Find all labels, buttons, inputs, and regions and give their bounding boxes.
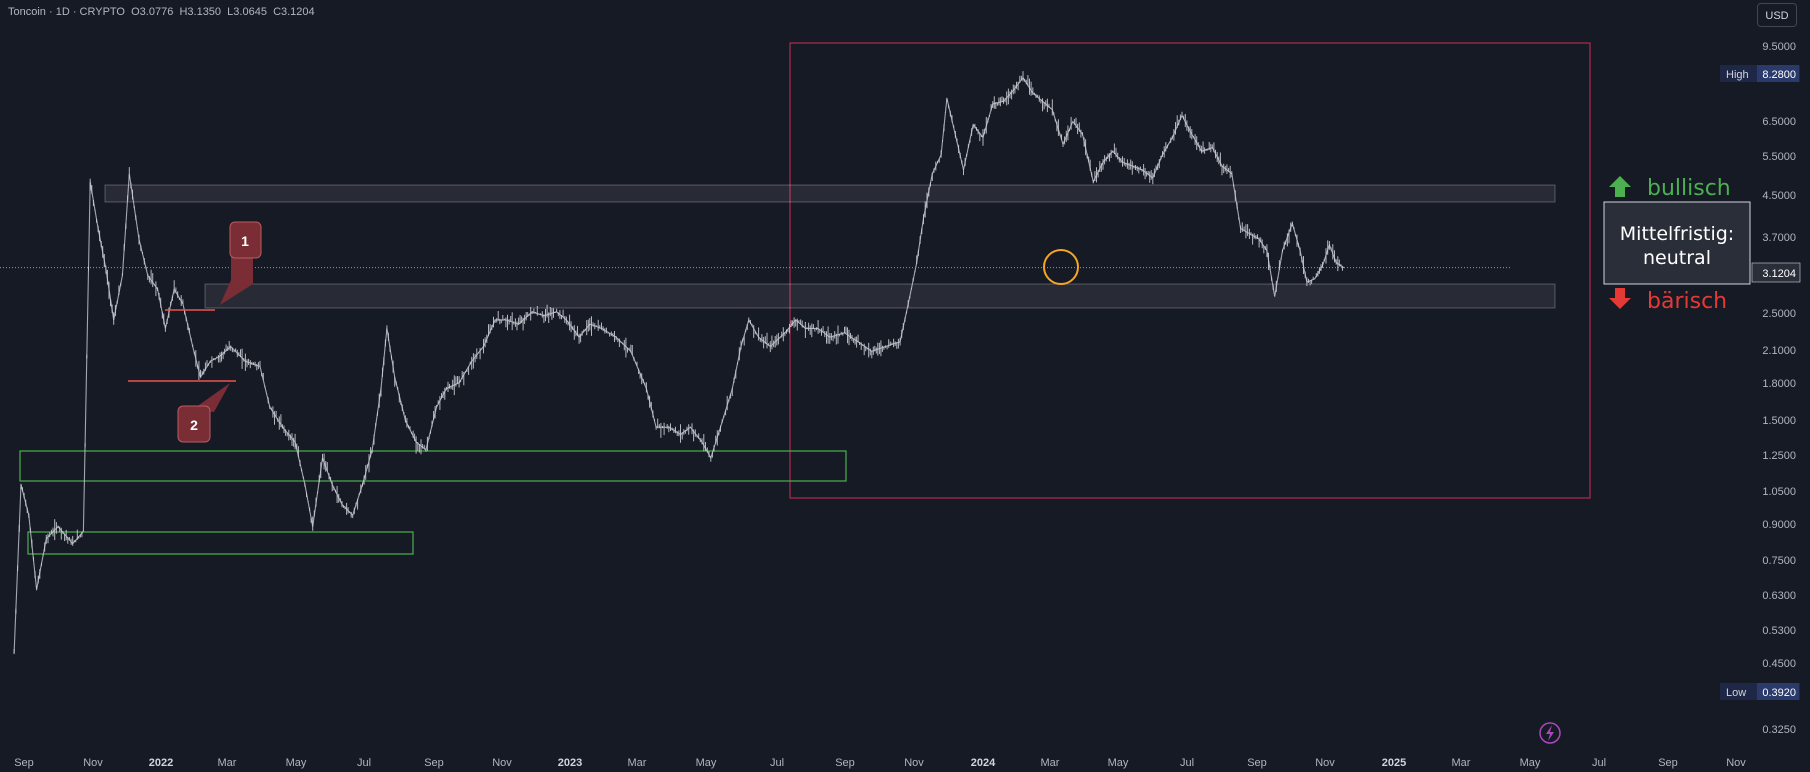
arrow-up-icon (1609, 176, 1631, 197)
x-tick-label: Jul (357, 757, 371, 769)
breakout-circle (1043, 249, 1079, 285)
currency-button[interactable]: USD (1757, 3, 1797, 27)
x-tick-label: Jul (1180, 757, 1194, 769)
bearish-label: bärisch (1647, 289, 1727, 314)
x-tick-label: 2023 (558, 757, 582, 769)
arrow-down-icon (1609, 288, 1631, 309)
close-value: C3.1204 (273, 6, 315, 18)
candles (13, 71, 1343, 655)
x-tick-label: Sep (1658, 757, 1678, 769)
y-tick-label: 0.9000 (1762, 519, 1796, 531)
y-tick-label: 1.0500 (1762, 486, 1796, 498)
y-tick-label: 6.5000 (1762, 116, 1796, 128)
x-tick-label: May (1108, 757, 1129, 769)
status-line-1: Mittelfristig: (1620, 223, 1734, 245)
x-tick-label: Sep (1247, 757, 1267, 769)
demand-zone-upper (19, 450, 847, 482)
x-tick-label: Sep (835, 757, 855, 769)
current-price-value: 3.1204 (1762, 268, 1796, 280)
x-tick-label: Nov (492, 757, 512, 769)
low-value: L3.0645 (227, 6, 267, 18)
x-tick-label: May (696, 757, 717, 769)
x-tick-label: Mar (1041, 757, 1060, 769)
x-tick-label: Jul (1592, 757, 1606, 769)
interval[interactable]: 1D (55, 6, 70, 18)
y-tick-label: 0.7500 (1762, 555, 1796, 567)
x-tick-label: 2024 (971, 757, 996, 769)
marker-1-badge (229, 221, 262, 259)
marker-1-label: 1 (241, 233, 249, 249)
marker-2-badge (177, 405, 211, 443)
y-tick-label: 3.7000 (1762, 232, 1796, 244)
y-tick-label: 2.5000 (1762, 308, 1796, 320)
high-value-bg (1757, 65, 1799, 82)
x-tick-label: Nov (1726, 757, 1746, 769)
x-tick-label: Mar (218, 757, 237, 769)
symbol-name[interactable]: Toncoin (8, 6, 46, 18)
x-tick-label: Nov (1315, 757, 1335, 769)
x-tick-label: 2022 (149, 757, 173, 769)
lightning-icon[interactable] (1539, 722, 1561, 744)
x-tick-label: Mar (628, 757, 647, 769)
price-line (13, 76, 1345, 654)
marker-1-callout (220, 254, 253, 305)
open-value: O3.0776 (131, 6, 174, 18)
y-tick-label: 1.8000 (1762, 378, 1796, 390)
y-tick-label: 1.5000 (1762, 415, 1796, 427)
high-tag: High (1726, 69, 1749, 81)
y-tick-label: 0.5300 (1762, 625, 1796, 637)
y-tick-label: 4.5000 (1762, 190, 1796, 202)
status-line-2: neutral (1643, 247, 1711, 269)
status-box (1603, 201, 1751, 285)
y-tick-label: 0.6300 (1762, 590, 1796, 602)
x-tick-label: Mar (1452, 757, 1471, 769)
y-tick-label: 1.2500 (1762, 450, 1796, 462)
y-tick-label: 0.3250 (1762, 724, 1796, 736)
support-zone (204, 283, 1556, 309)
marker-2-callout (192, 383, 230, 412)
lightning-bolt (1546, 725, 1554, 741)
high-value: 8.2800 (1762, 69, 1796, 81)
separator: · (45, 6, 56, 18)
y-tick-label: 2.1000 (1762, 345, 1796, 357)
lightning-ring (1539, 722, 1561, 744)
low-value: 0.3920 (1762, 687, 1796, 699)
range-box (789, 42, 1591, 499)
x-tick-label: Nov (904, 757, 924, 769)
high-value: H3.1350 (179, 6, 222, 18)
y-tick-label: 9.5000 (1762, 41, 1796, 53)
separator: · (69, 6, 80, 18)
y-tick-label: 5.5000 (1762, 151, 1796, 163)
low-tag: Low (1726, 687, 1746, 699)
x-tick-label: 2025 (1382, 757, 1406, 769)
resistance-zone (104, 184, 1556, 203)
x-tick-label: May (286, 757, 307, 769)
y-tick-label: 0.4500 (1762, 658, 1796, 670)
x-tick-label: Sep (14, 757, 34, 769)
marker-2-label: 2 (190, 417, 198, 433)
x-tick-label: Jul (770, 757, 784, 769)
low-value-bg (1757, 683, 1799, 700)
x-tick-label: May (1520, 757, 1541, 769)
exchange: CRYPTO (79, 6, 125, 18)
current-price-bg (1751, 262, 1801, 283)
x-tick-label: Nov (83, 757, 103, 769)
symbol-info: Toncoin · 1D · CRYPTO O3.0776 H3.1350 L3… (8, 6, 315, 18)
bullish-label: bullisch (1647, 176, 1731, 201)
demand-zone-lower (27, 531, 414, 555)
x-tick-label: Sep (424, 757, 444, 769)
